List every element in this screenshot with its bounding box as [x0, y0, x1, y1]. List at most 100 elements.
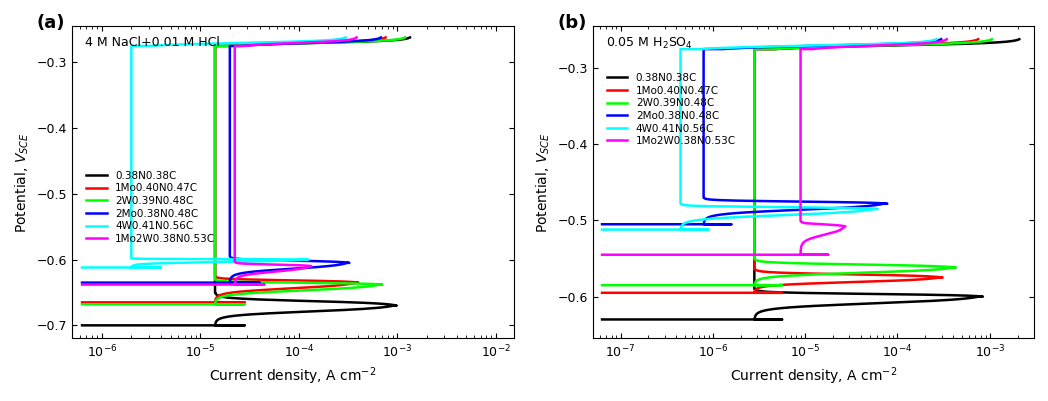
1Mo2W0.38N0.53C — [253, 43, 265, 47]
Line: 1Mo2W0.38N0.53C: 1Mo2W0.38N0.53C — [602, 39, 946, 255]
0.38N0.38C — [249, 297, 262, 302]
0.38N0.38C — [101, 323, 113, 328]
2W0.39N0.48C — [624, 283, 636, 288]
0.38N0.38C — [771, 47, 784, 51]
1Mo0.40N0.47C — [379, 35, 392, 40]
2W0.39N0.48C — [985, 37, 998, 42]
1Mo0.40N0.47C — [624, 290, 636, 295]
0.38N0.38C — [225, 43, 238, 48]
0.38N0.38C — [1013, 37, 1026, 42]
Line: 2W0.39N0.48C: 2W0.39N0.48C — [602, 39, 991, 285]
4W0.41N0.56C — [88, 265, 101, 270]
Text: (a): (a) — [37, 14, 65, 32]
2W0.39N0.48C — [811, 45, 824, 49]
1Mo0.40N0.47C — [971, 37, 984, 42]
Line: 1Mo2W0.38N0.53C: 1Mo2W0.38N0.53C — [82, 37, 356, 285]
2Mo0.38N0.48C — [935, 37, 947, 42]
1Mo2W0.38N0.53C — [350, 35, 363, 40]
4W0.41N0.56C — [718, 204, 730, 209]
0.38N0.38C — [624, 317, 636, 322]
4W0.41N0.56C — [724, 45, 737, 50]
1Mo0.40N0.47C — [242, 43, 255, 47]
Line: 2Mo0.38N0.48C: 2Mo0.38N0.48C — [602, 39, 941, 224]
Line: 1Mo0.40N0.47C: 1Mo0.40N0.47C — [82, 37, 386, 302]
0.38N0.38C — [748, 210, 761, 215]
2W0.39N0.48C — [399, 35, 412, 40]
2W0.39N0.48C — [794, 45, 807, 50]
1Mo2W0.38N0.53C — [940, 37, 953, 42]
1Mo0.40N0.47C — [790, 271, 803, 275]
1Mo0.40N0.47C — [241, 277, 254, 282]
2W0.39N0.48C — [748, 189, 761, 194]
Line: 0.38N0.38C: 0.38N0.38C — [82, 37, 410, 325]
1Mo0.40N0.47C — [101, 300, 113, 305]
2Mo0.38N0.48C — [760, 45, 772, 49]
4W0.41N0.56C — [742, 45, 755, 49]
4W0.41N0.56C — [75, 265, 88, 270]
2W0.39N0.48C — [209, 203, 221, 207]
1Mo2W0.38N0.53C — [807, 47, 820, 51]
2Mo0.38N0.48C — [263, 42, 276, 47]
4W0.41N0.56C — [340, 35, 352, 40]
1Mo0.40N0.47C — [748, 196, 761, 201]
0.38N0.38C — [247, 43, 260, 47]
2Mo0.38N0.48C — [237, 43, 249, 48]
2W0.39N0.48C — [75, 302, 88, 307]
1Mo0.40N0.47C — [595, 290, 608, 295]
4W0.41N0.56C — [674, 152, 686, 157]
1Mo2W0.38N0.53C — [261, 42, 274, 47]
1Mo2W0.38N0.53C — [794, 164, 807, 168]
1Mo0.40N0.47C — [223, 43, 236, 48]
0.38N0.38C — [800, 45, 812, 50]
2Mo0.38N0.48C — [739, 198, 751, 203]
1Mo0.40N0.47C — [792, 45, 805, 50]
1Mo0.40N0.47C — [767, 47, 780, 51]
1Mo2W0.38N0.53C — [228, 190, 241, 195]
2Mo0.38N0.48C — [253, 43, 265, 47]
4W0.41N0.56C — [595, 227, 608, 232]
0.38N0.38C — [595, 317, 608, 322]
4W0.41N0.56C — [167, 43, 179, 47]
2Mo0.38N0.48C — [595, 222, 608, 227]
2Mo0.38N0.48C — [615, 222, 628, 227]
4W0.41N0.56C — [144, 43, 156, 48]
2Mo0.38N0.48C — [223, 187, 236, 192]
4W0.41N0.56C — [125, 188, 137, 193]
1Mo0.40N0.47C — [807, 45, 820, 49]
1Mo2W0.38N0.53C — [823, 45, 835, 50]
1Mo2W0.38N0.53C — [239, 43, 252, 48]
4W0.41N0.56C — [612, 227, 625, 232]
0.38N0.38C — [818, 45, 831, 49]
0.38N0.38C — [75, 323, 88, 328]
Line: 4W0.41N0.56C: 4W0.41N0.56C — [602, 39, 936, 230]
2Mo0.38N0.48C — [744, 45, 757, 50]
1Mo0.40N0.47C — [254, 42, 266, 47]
1Mo2W0.38N0.53C — [245, 261, 258, 266]
4W0.41N0.56C — [165, 257, 177, 261]
2Mo0.38N0.48C — [75, 280, 88, 285]
2Mo0.38N0.48C — [103, 280, 115, 285]
2W0.39N0.48C — [225, 43, 238, 48]
4W0.41N0.56C — [930, 37, 942, 42]
X-axis label: Current density, A cm$^{-2}$: Current density, A cm$^{-2}$ — [729, 365, 897, 387]
Line: 1Mo0.40N0.47C: 1Mo0.40N0.47C — [602, 39, 978, 293]
Y-axis label: Potential, $V_{SCE}$: Potential, $V_{SCE}$ — [14, 132, 31, 233]
1Mo2W0.38N0.53C — [104, 282, 116, 287]
2W0.39N0.48C — [259, 42, 271, 47]
1Mo0.40N0.47C — [209, 200, 221, 205]
0.38N0.38C — [260, 42, 272, 47]
Y-axis label: Potential, $V_{SCE}$: Potential, $V_{SCE}$ — [534, 132, 552, 233]
1Mo2W0.38N0.53C — [595, 252, 608, 257]
2Mo0.38N0.48C — [250, 257, 263, 262]
Text: (b): (b) — [558, 14, 587, 32]
2Mo0.38N0.48C — [374, 35, 387, 40]
1Mo0.40N0.47C — [75, 300, 88, 305]
1Mo2W0.38N0.53C — [630, 252, 642, 257]
2W0.39N0.48C — [246, 43, 259, 47]
X-axis label: Current density, A cm$^{-2}$: Current density, A cm$^{-2}$ — [210, 365, 376, 387]
Line: 4W0.41N0.56C: 4W0.41N0.56C — [82, 37, 346, 267]
Legend: 0.38N0.38C, 1Mo0.40N0.47C, 2W0.39N0.48C, 2Mo0.38N0.48C, 4W0.41N0.56C, 1Mo2W0.38N: 0.38N0.38C, 1Mo0.40N0.47C, 2W0.39N0.48C,… — [82, 167, 219, 248]
4W0.41N0.56C — [696, 47, 708, 51]
1Mo2W0.38N0.53C — [804, 221, 816, 226]
1Mo2W0.38N0.53C — [75, 282, 88, 287]
